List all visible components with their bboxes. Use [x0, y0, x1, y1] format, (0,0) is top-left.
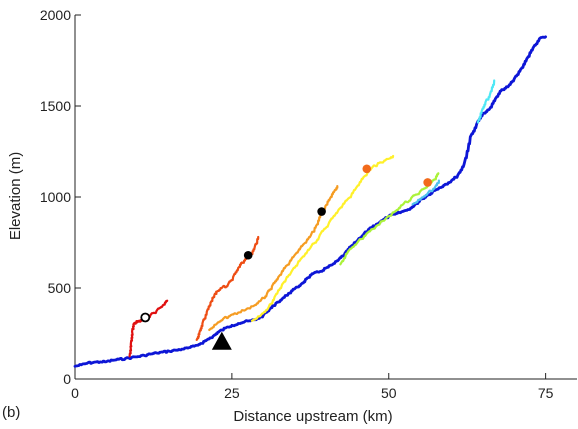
y-tick-label: 500	[48, 280, 72, 296]
x-tick-label: 50	[381, 385, 397, 401]
dot-marker-3	[362, 164, 372, 174]
profile-line-7	[476, 79, 496, 124]
y-tick-label: 2000	[40, 7, 71, 23]
y-axis-label: Elevation (m)	[7, 152, 24, 240]
triangle-marker	[211, 331, 232, 350]
profile-line-4	[250, 154, 395, 322]
markers-group	[140, 164, 432, 350]
x-tick-label: 25	[224, 385, 240, 401]
profile-line-0	[73, 35, 547, 368]
dot-marker-4	[423, 178, 432, 187]
open-circle-marker	[140, 312, 151, 323]
axes: 0 25 50 75 0 500 1000 1500 2000	[40, 7, 577, 401]
profile-line-5	[339, 172, 440, 266]
profile-line-3	[208, 185, 339, 331]
y-tick-label: 0	[63, 371, 71, 387]
panel-label: (b)	[2, 404, 20, 421]
dot-marker-1	[243, 250, 253, 260]
x-tick-label: 75	[538, 385, 554, 401]
y-tick-label: 1000	[40, 189, 71, 205]
x-tick-label: 0	[71, 385, 79, 401]
dot-marker-2	[317, 207, 326, 216]
profile-line-1	[128, 299, 169, 358]
y-tick-label: 1500	[40, 98, 71, 114]
profile-line-6	[411, 179, 440, 206]
x-axis-label: Distance upstream (km)	[233, 408, 392, 425]
